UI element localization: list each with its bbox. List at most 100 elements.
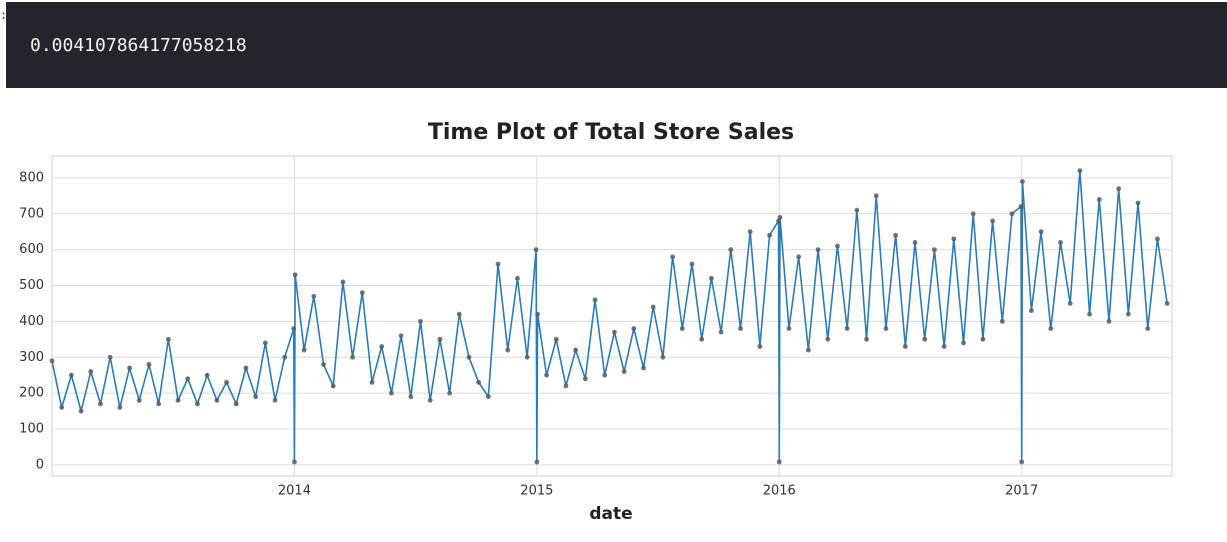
x-axis-label: date bbox=[589, 504, 632, 524]
data-point bbox=[1116, 186, 1122, 192]
data-point bbox=[282, 354, 288, 360]
y-tick-label: 500 bbox=[19, 278, 44, 293]
data-point bbox=[195, 401, 200, 407]
data-point bbox=[1018, 204, 1024, 209]
y-tick-label: 400 bbox=[19, 314, 44, 329]
data-point bbox=[214, 397, 220, 403]
data-point bbox=[854, 207, 860, 213]
y-tick-label: 200 bbox=[19, 386, 44, 401]
data-point bbox=[835, 243, 840, 249]
chart-title: Time Plot of Total Store Sales bbox=[428, 120, 794, 145]
data-point bbox=[175, 397, 181, 403]
data-point bbox=[1155, 236, 1160, 242]
data-point bbox=[641, 365, 646, 371]
data-point bbox=[330, 383, 336, 389]
y-tick-label: 600 bbox=[19, 242, 44, 257]
data-point bbox=[951, 236, 957, 242]
data-point bbox=[456, 311, 462, 317]
data-point bbox=[718, 329, 724, 335]
data-point bbox=[1058, 240, 1063, 245]
data-point bbox=[708, 275, 714, 281]
data-point bbox=[679, 326, 685, 331]
data-point bbox=[117, 405, 123, 410]
prompt: : bbox=[0, 8, 8, 22]
data-point bbox=[738, 326, 743, 331]
data-point bbox=[786, 326, 792, 331]
data-point bbox=[893, 232, 899, 238]
data-point bbox=[1145, 326, 1151, 331]
data-point bbox=[359, 290, 365, 296]
data-point bbox=[602, 372, 608, 378]
data-point bbox=[544, 372, 549, 378]
data-point bbox=[805, 347, 811, 353]
data-point bbox=[418, 318, 423, 324]
data-point bbox=[146, 362, 152, 367]
data-point bbox=[272, 397, 278, 403]
data-point bbox=[670, 254, 676, 260]
data-point bbox=[476, 379, 482, 385]
data-point bbox=[88, 369, 94, 375]
data-point bbox=[612, 329, 617, 335]
data-point bbox=[902, 344, 908, 349]
data-point bbox=[253, 394, 259, 400]
data-point bbox=[136, 397, 142, 403]
data-point bbox=[728, 247, 734, 253]
data-point bbox=[301, 347, 307, 353]
data-point bbox=[796, 254, 802, 260]
data-point bbox=[864, 336, 869, 342]
data-point bbox=[999, 318, 1005, 324]
data-point bbox=[1135, 200, 1141, 206]
x-tick-label: 2015 bbox=[520, 484, 553, 499]
data-point bbox=[262, 340, 268, 346]
x-tick-label: 2017 bbox=[1005, 484, 1038, 499]
y-tick-label: 700 bbox=[19, 206, 44, 221]
data-point bbox=[1125, 311, 1131, 317]
data-point bbox=[1038, 229, 1044, 235]
y-tick-label: 800 bbox=[19, 170, 44, 185]
y-tick-label: 100 bbox=[19, 422, 44, 437]
data-point bbox=[1020, 179, 1025, 184]
data-point bbox=[224, 379, 229, 385]
data-point bbox=[534, 459, 540, 465]
data-point bbox=[553, 336, 559, 342]
data-point bbox=[398, 333, 404, 339]
data-point bbox=[1087, 311, 1092, 317]
x-tick-label: 2016 bbox=[763, 484, 796, 499]
data-point bbox=[912, 240, 918, 245]
data-point bbox=[980, 336, 986, 342]
data-point bbox=[592, 297, 598, 303]
data-point bbox=[1019, 459, 1025, 465]
data-point bbox=[883, 326, 889, 331]
data-point bbox=[1048, 326, 1054, 331]
data-point bbox=[408, 394, 414, 400]
plot-area bbox=[51, 155, 1173, 477]
data-point bbox=[573, 347, 579, 353]
data-point bbox=[59, 405, 65, 410]
data-point bbox=[990, 218, 996, 224]
data-point bbox=[165, 336, 171, 342]
data-point bbox=[127, 365, 132, 371]
data-point bbox=[533, 247, 539, 253]
data-point bbox=[777, 214, 783, 220]
data-point bbox=[1164, 301, 1170, 306]
data-point bbox=[505, 347, 511, 353]
data-point bbox=[650, 304, 656, 310]
data-point bbox=[631, 326, 637, 331]
data-point bbox=[233, 401, 239, 407]
data-point bbox=[107, 354, 113, 360]
data-point bbox=[1077, 168, 1083, 174]
data-point bbox=[535, 311, 540, 317]
data-point bbox=[767, 232, 772, 238]
data-point bbox=[485, 394, 491, 400]
data-point bbox=[776, 459, 782, 465]
data-point bbox=[98, 401, 103, 407]
y-tick-label: 0 bbox=[36, 457, 44, 472]
data-point bbox=[515, 275, 520, 281]
data-point bbox=[495, 261, 501, 267]
data-point bbox=[437, 336, 443, 342]
data-point bbox=[689, 261, 695, 267]
data-point bbox=[350, 354, 356, 360]
data-point bbox=[922, 336, 928, 342]
